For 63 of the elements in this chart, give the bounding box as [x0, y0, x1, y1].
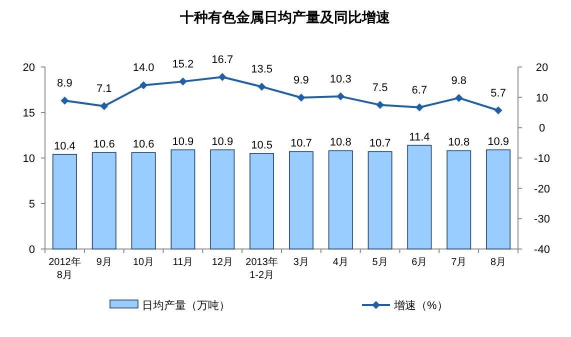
data-label: 10.9	[212, 136, 234, 148]
data-label: 7.1	[96, 83, 112, 96]
point	[218, 73, 226, 82]
point	[376, 100, 384, 109]
point	[415, 103, 424, 112]
x-tick-label: 10月	[132, 257, 154, 268]
data-label: 10.9	[172, 136, 194, 148]
data-label: 10.6	[93, 138, 115, 151]
x-tick-label: 8月	[490, 257, 506, 268]
y-tick-label: 20	[22, 62, 35, 74]
data-label: 7.5	[372, 82, 388, 94]
x-tick-label: 5月	[372, 257, 388, 268]
x-tick-label: 12月	[212, 257, 233, 268]
data-label: 10.6	[132, 138, 154, 151]
data-label: 10.7	[369, 138, 391, 150]
data-label: 9.9	[294, 74, 309, 87]
y-tick-label: 0	[28, 244, 35, 256]
y-tick-label: 5	[28, 198, 35, 210]
y2-tick-label: 10	[536, 92, 548, 104]
y2-tick-label: -10	[534, 153, 550, 165]
data-label: 10.7	[290, 138, 312, 150]
data-label: 8.9	[57, 78, 72, 90]
y-tick-label: 15	[22, 108, 35, 120]
point	[297, 94, 306, 102]
data-label: 5.7	[490, 87, 506, 100]
x-tick-label: 9月	[96, 257, 112, 268]
data-label: 10.8	[330, 136, 352, 149]
data-label: 10.9	[488, 136, 510, 148]
point	[454, 94, 463, 102]
point	[60, 96, 69, 105]
data-label: 9.8	[451, 74, 467, 87]
y2-tick-label: -20	[534, 183, 550, 196]
y2-tick-label: 20	[536, 62, 548, 74]
point	[258, 82, 266, 91]
x-tick-label: 2013年 1-2月	[246, 256, 278, 281]
y2-tick-label: -40	[534, 244, 550, 256]
legend-label: 增速（%）	[393, 299, 448, 312]
point	[336, 92, 345, 100]
x-tick-label: 6月	[412, 257, 428, 268]
y-tick-label: 10	[22, 153, 35, 165]
point	[140, 81, 148, 90]
y2-tick-label: -30	[534, 214, 550, 226]
x-tick-label: 4月	[332, 257, 348, 268]
y2-tick-label: 0	[538, 122, 546, 135]
x-tick-label: 3月	[293, 257, 309, 268]
data-label: 15.2	[172, 58, 194, 71]
x-tick-label: 7月	[451, 257, 467, 268]
data-label: 11.4	[409, 131, 430, 144]
data-label: 10.5	[251, 139, 273, 152]
data-label: 13.5	[251, 64, 273, 76]
data-label: 10.3	[330, 73, 352, 86]
data-label: 10.8	[448, 136, 470, 149]
data-label: 14.0	[132, 62, 154, 74]
data-label: 10.4	[54, 140, 76, 152]
x-tick-label: 2012年 8月	[48, 256, 81, 281]
point	[494, 106, 502, 114]
point	[178, 78, 187, 86]
legend-label: 日均产量（万吨）	[142, 299, 230, 312]
data-label: 6.7	[412, 84, 428, 96]
x-tick-label: 11月	[172, 257, 194, 268]
point	[100, 102, 108, 110]
chart-title: 十种有色金属日均产量及同比增速	[179, 9, 391, 25]
data-label: 16.7	[212, 54, 234, 66]
